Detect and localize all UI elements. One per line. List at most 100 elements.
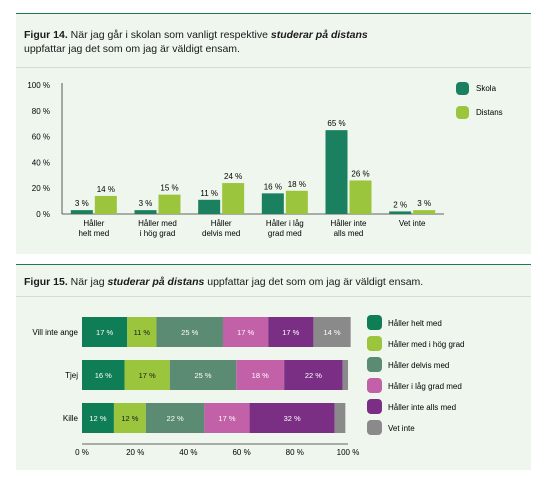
figure-15-title: Figur 15. När jag studerar på distans up… — [24, 276, 424, 288]
x-category-label: helt med — [78, 229, 109, 238]
segment-value-label: 25 % — [194, 371, 211, 380]
stacked-segment — [82, 360, 125, 390]
y-tick-label: 20 % — [32, 184, 50, 193]
y-tick-label: 80 % — [32, 107, 50, 116]
legend-label: Vet inte — [388, 424, 415, 433]
stacked-segment — [113, 403, 146, 433]
bar-value-label: 18 % — [288, 180, 306, 189]
segment-value-label: 11 % — [134, 328, 151, 337]
segment-value-label: 22 % — [167, 414, 184, 423]
legend-label: Håller helt med — [388, 319, 442, 328]
x-category-label: Håller — [211, 219, 232, 228]
bar-value-label: 3 % — [139, 199, 153, 208]
segment-value-label: 32 % — [284, 414, 301, 423]
bar-value-label: 11 % — [200, 189, 218, 198]
legend-label: Håller delvis med — [388, 361, 449, 370]
segment-value-label: 16 % — [95, 371, 112, 380]
stacked-segment — [82, 317, 128, 347]
x-category-label: Håller i låg — [266, 219, 304, 228]
bar-value-label: 15 % — [160, 184, 178, 193]
legend-swatch — [367, 315, 382, 330]
bar-value-label: 65 % — [327, 119, 345, 128]
legend-swatch — [367, 420, 382, 435]
stacked-segment — [313, 317, 351, 347]
x-category-label: Håller med — [138, 219, 177, 228]
stacked-segment — [145, 403, 205, 433]
legend-label: Distans — [476, 108, 503, 117]
bar-skola — [261, 193, 284, 214]
x-tick-label: 20 % — [126, 448, 144, 457]
legend-swatch — [367, 336, 382, 351]
segment-value-label: 12 % — [121, 414, 138, 423]
x-tick-label: 0 % — [75, 448, 89, 457]
legend-label: Skola — [476, 84, 497, 93]
segment-value-label: 25 % — [181, 328, 198, 337]
bar-value-label: 3 % — [417, 199, 431, 208]
x-tick-label: 80 % — [286, 448, 304, 457]
bar-skola — [134, 210, 157, 214]
segment-value-label: 18 % — [252, 371, 269, 380]
row-label: Vill inte ange — [32, 328, 78, 337]
bar-value-label: 24 % — [224, 172, 242, 181]
x-category-label: Vet inte — [399, 219, 426, 228]
stacked-segment — [204, 403, 250, 433]
stacked-segment — [249, 403, 335, 433]
x-category-label: alls med — [334, 229, 364, 238]
segment-value-label: 22 % — [305, 371, 322, 380]
legend-swatch — [456, 82, 469, 95]
x-category-label: grad med — [268, 229, 302, 238]
figure-14-chart: 0 %20 %40 %60 %80 %100 %3 %14 %Hållerhel… — [27, 81, 503, 238]
y-tick-label: 100 % — [27, 81, 50, 90]
stacked-segment — [284, 360, 343, 390]
stacked-segment — [236, 360, 285, 390]
row-label: Kille — [63, 414, 79, 423]
stacked-segment — [222, 317, 269, 347]
figure-14-divider — [16, 67, 531, 68]
legend-label: Håller med i hög grad — [388, 340, 464, 349]
bar-value-label: 14 % — [97, 185, 115, 194]
x-category-label: i hög grad — [140, 229, 176, 238]
segment-value-label: 17 % — [282, 328, 299, 337]
stacked-segment — [82, 403, 114, 433]
figure-15-panel: Figur 15. När jag studerar på distans up… — [16, 264, 531, 470]
bar-distans — [158, 194, 181, 214]
bar-skola — [389, 211, 412, 214]
bar-value-label: 16 % — [264, 182, 282, 191]
bar-value-label: 2 % — [393, 200, 407, 209]
stacked-segment — [124, 360, 170, 390]
legend-swatch — [367, 357, 382, 372]
x-tick-label: 40 % — [179, 448, 197, 457]
bar-value-label: 3 % — [75, 199, 89, 208]
bar-skola — [70, 210, 93, 214]
bar-skola — [198, 199, 221, 214]
legend-label: Håller i låg grad med — [388, 382, 462, 391]
x-category-label: Håller — [83, 219, 104, 228]
x-category-label: delvis med — [202, 229, 240, 238]
bar-skola — [325, 130, 348, 214]
y-tick-label: 0 % — [36, 210, 50, 219]
figure-14-title: Figur 14. När jag går i skolan som vanli… — [24, 29, 368, 55]
figure-15-divider — [16, 296, 531, 297]
y-tick-label: 60 % — [32, 133, 50, 142]
bar-distans — [94, 195, 117, 214]
stacked-segment — [169, 360, 237, 390]
segment-value-label: 12 % — [89, 414, 106, 423]
bar-distans — [222, 183, 245, 214]
legend-swatch — [367, 399, 382, 414]
bar-distans — [413, 210, 436, 214]
bar-distans — [349, 180, 372, 214]
segment-value-label: 17 % — [96, 328, 113, 337]
segment-value-label: 14 % — [323, 328, 340, 337]
row-label: Tjej — [65, 371, 78, 380]
stacked-segment — [342, 360, 348, 390]
stacked-segment — [127, 317, 157, 347]
stacked-segment — [334, 403, 346, 433]
bar-distans — [285, 190, 308, 214]
legend-swatch — [456, 106, 469, 119]
x-tick-label: 60 % — [232, 448, 250, 457]
legend-swatch — [367, 378, 382, 393]
segment-value-label: 17 % — [218, 414, 235, 423]
segment-value-label: 17 % — [237, 328, 254, 337]
y-tick-label: 40 % — [32, 158, 50, 167]
bar-value-label: 26 % — [351, 169, 369, 178]
